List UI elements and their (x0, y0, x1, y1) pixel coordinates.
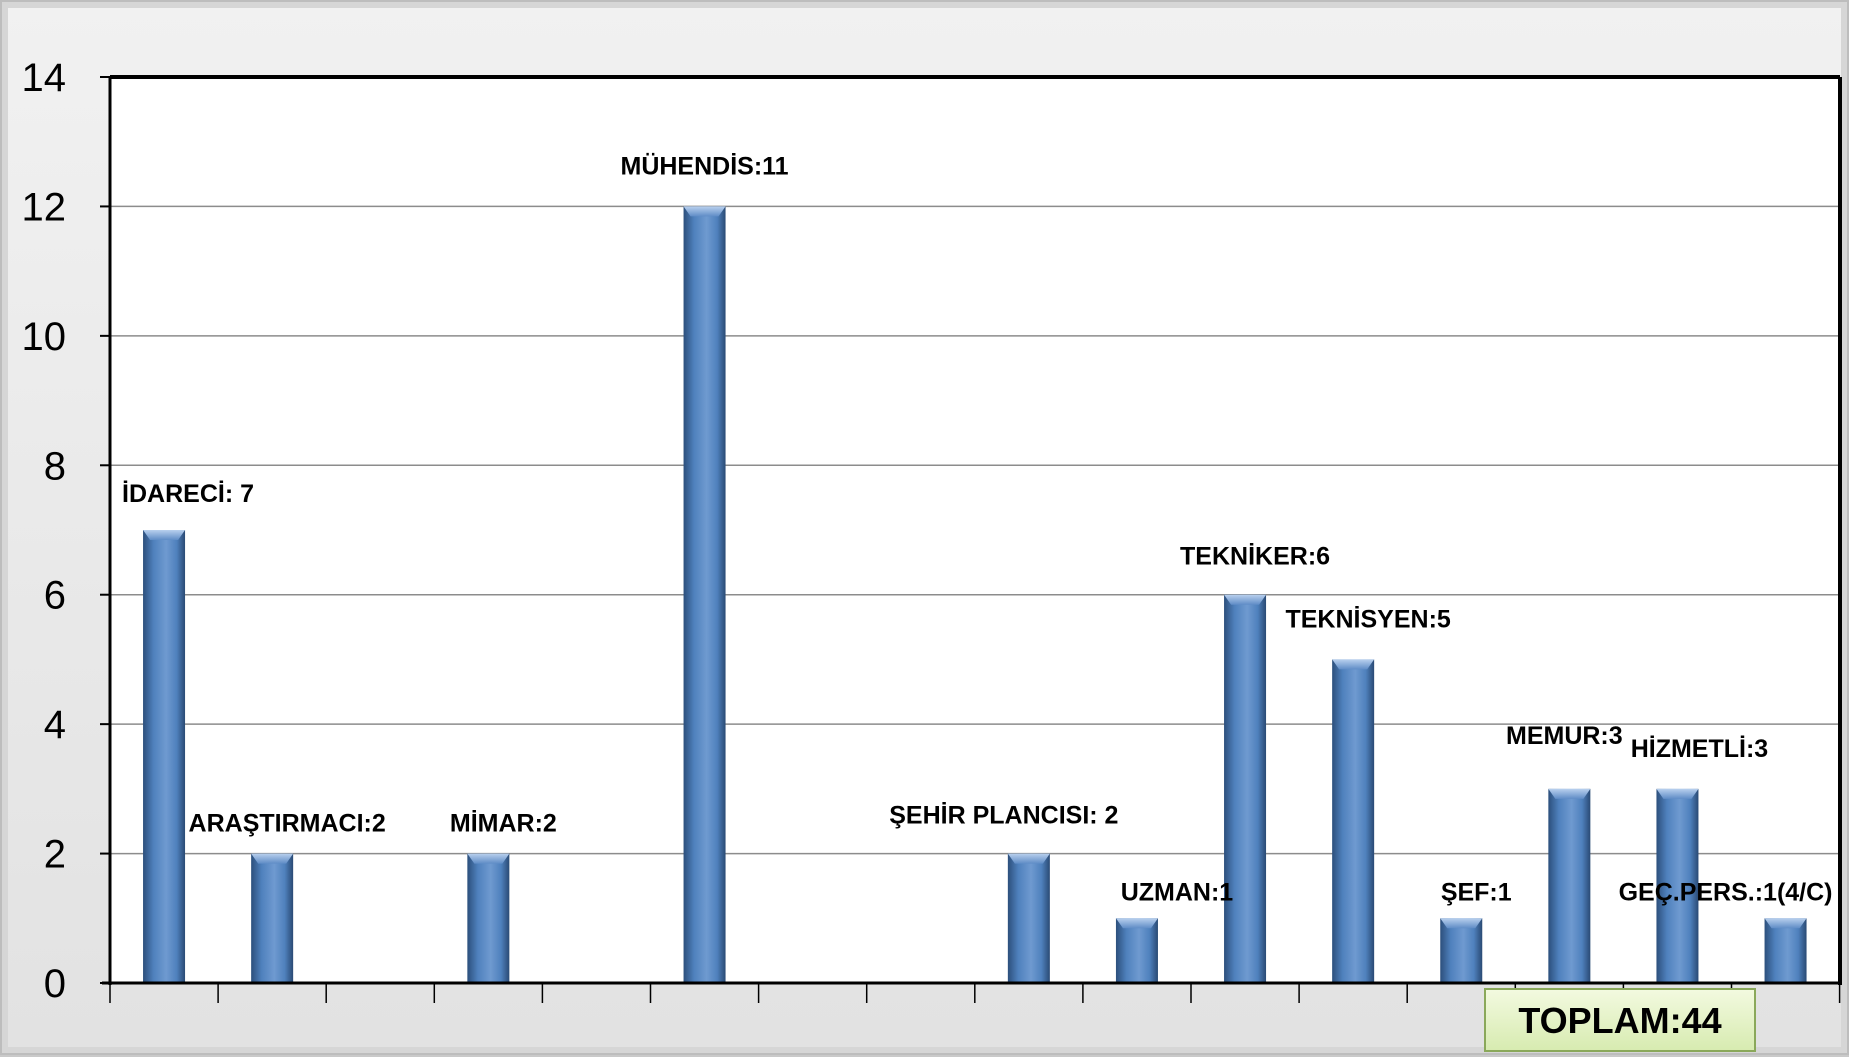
bar-cap (683, 206, 726, 217)
bar (1007, 853, 1050, 983)
y-tick-label: 4 (44, 703, 66, 747)
bar-cap (1440, 918, 1483, 929)
total-label: TOPLAM:44 (1518, 1000, 1721, 1041)
y-tick-label: 0 (44, 962, 66, 1006)
data-label: ARAŞTIRMACI:2 (189, 810, 386, 838)
bar-body (467, 853, 510, 983)
total-box (1484, 988, 1756, 1052)
bar-cap (1115, 918, 1158, 929)
bar-body (1764, 918, 1807, 983)
data-label: MEMUR:3 (1506, 722, 1623, 750)
bar (683, 206, 726, 983)
bar-cap (1656, 788, 1699, 799)
bar-cap (251, 853, 294, 864)
bar-body (1224, 594, 1267, 983)
bar-body (1656, 788, 1699, 983)
bar-body (1115, 918, 1158, 983)
y-tick-label: 2 (44, 833, 66, 877)
bar-body (1548, 788, 1591, 983)
bar (1656, 788, 1699, 983)
bar-body (1440, 918, 1483, 983)
y-axis-ticks: 0 2 4 6 8 10 12 14 (22, 56, 110, 1006)
bar-cap (143, 530, 186, 540)
gridlines (110, 205, 1840, 855)
bar (1764, 918, 1807, 983)
bar-cap (467, 853, 510, 864)
y-tick-label: 8 (44, 444, 66, 488)
y-tick-label: 14 (22, 56, 67, 100)
bar-body (251, 853, 294, 983)
y-tick-label: 12 (22, 185, 67, 229)
bar (1548, 788, 1591, 983)
data-label: TEKNİSYEN:5 (1285, 605, 1450, 633)
data-labels: İDARECİ: 7 ARAŞTIRMACI:2 MİMAR:2 MÜHENDİS:1… (122, 151, 1832, 906)
data-label: HİZMETLİ:3 (1631, 735, 1769, 763)
bar (467, 853, 510, 983)
bar (143, 530, 186, 983)
y-tick-label: 6 (44, 574, 66, 618)
data-label: ŞEF:1 (1441, 878, 1512, 906)
bar-cap (1332, 659, 1375, 670)
bar (1440, 918, 1483, 983)
bar-body (1007, 853, 1050, 983)
data-label: İDARECİ: 7 (122, 480, 254, 508)
bar-cap (1007, 853, 1050, 864)
bar (1115, 918, 1158, 983)
bar (1332, 659, 1375, 983)
bar-cap (1764, 918, 1807, 929)
bar-cap (1224, 594, 1267, 605)
data-label: TEKNİKER:6 (1180, 543, 1330, 571)
data-label: MİMAR:2 (450, 810, 557, 838)
data-label: ŞEHİR PLANCISI: 2 (889, 802, 1118, 830)
data-label: GEÇ.PERS.:1(4/C) (1619, 878, 1833, 906)
bar-body (143, 530, 186, 983)
total-annotation: TOPLAM:44 (1484, 988, 1756, 1052)
data-label: UZMAN:1 (1121, 878, 1234, 906)
data-label: MÜHENDİS:11 (621, 151, 789, 180)
bar (1224, 594, 1267, 983)
bar (251, 853, 294, 983)
bar-body (1332, 659, 1375, 983)
bar-cap (1548, 788, 1591, 799)
y-tick-label: 10 (22, 315, 67, 359)
bar-body (683, 206, 726, 983)
bars (143, 206, 1807, 983)
